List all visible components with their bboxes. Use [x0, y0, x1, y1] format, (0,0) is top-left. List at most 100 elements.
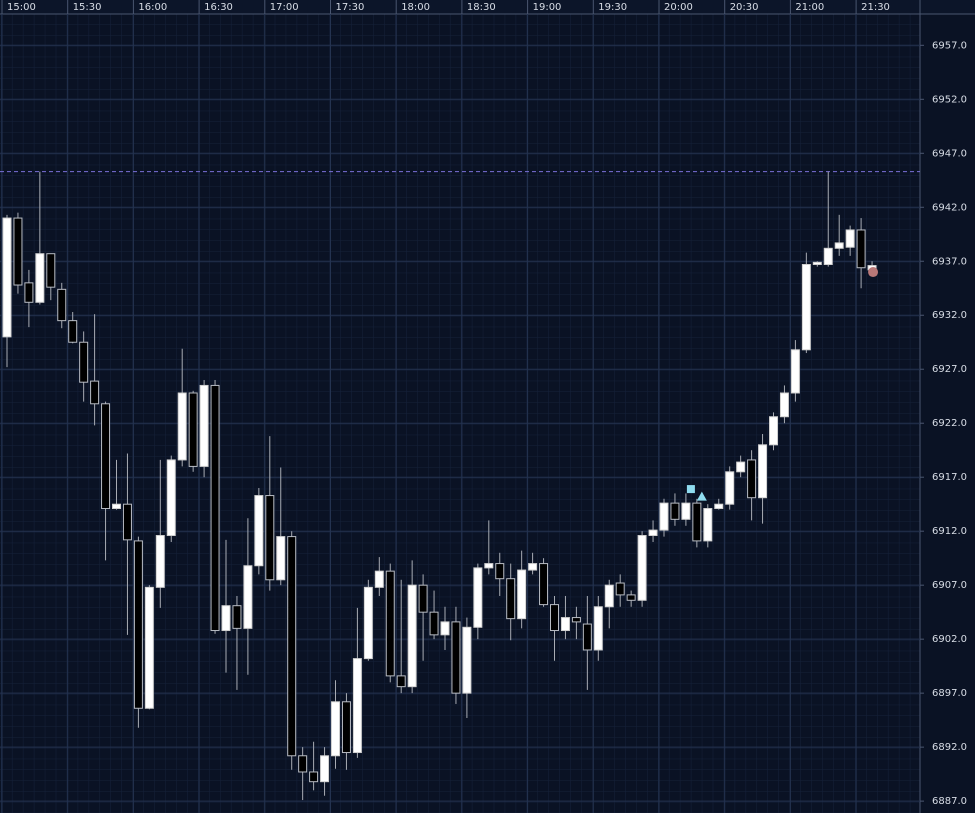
x-tick-label: 20:00	[664, 2, 693, 13]
candle-body	[593, 606, 603, 651]
candle-body	[560, 617, 570, 632]
candle-body	[473, 567, 483, 628]
candle-body	[79, 341, 89, 383]
x-tick-label: 15:30	[73, 2, 102, 13]
candle-body	[24, 282, 34, 303]
x-tick-label: 18:30	[467, 2, 496, 13]
candle-body	[243, 565, 253, 629]
candle-body	[407, 584, 417, 688]
candle-body	[659, 502, 669, 531]
candle-body	[484, 563, 494, 569]
y-tick-label: 6887.0	[932, 796, 967, 807]
candle-body	[495, 563, 505, 580]
candle-body	[626, 594, 636, 601]
candle-body	[144, 586, 154, 709]
y-tick-label: 6912.0	[932, 526, 967, 537]
candle-body	[845, 229, 855, 248]
candle-body	[276, 536, 286, 581]
candle-body	[615, 582, 625, 596]
candle-body	[2, 217, 12, 338]
candle-body	[221, 605, 231, 632]
candle-body	[528, 563, 538, 571]
y-tick-label: 6932.0	[932, 310, 967, 321]
x-tick-label: 15:00	[7, 2, 36, 13]
time-axis-bar	[0, 0, 975, 14]
candle-body	[703, 508, 713, 542]
x-tick-label: 21:00	[795, 2, 824, 13]
candle-body	[101, 403, 111, 510]
candle-body	[681, 502, 691, 520]
candle-body	[188, 392, 198, 467]
candle-body	[68, 320, 78, 343]
candle-body	[582, 623, 592, 651]
candle-body	[714, 503, 724, 510]
x-tick-label: 16:30	[204, 2, 233, 13]
y-tick-label: 6892.0	[932, 742, 967, 753]
y-tick-label: 6907.0	[932, 580, 967, 591]
x-tick-label: 18:00	[401, 2, 430, 13]
candle-body	[331, 701, 340, 757]
candle-body	[637, 535, 647, 601]
candle-body	[769, 416, 778, 446]
candle-body	[823, 247, 833, 265]
candle-body	[363, 586, 373, 660]
candle-body	[571, 617, 581, 623]
candle-body	[725, 471, 735, 505]
candle-body	[834, 242, 844, 249]
candle-body	[352, 658, 362, 754]
y-tick-label: 6922.0	[932, 418, 967, 429]
candle-body	[790, 349, 800, 394]
y-tick-label: 6937.0	[932, 256, 967, 267]
candle-body	[539, 563, 549, 606]
x-tick-label: 17:30	[336, 2, 365, 13]
x-tick-label: 21:30	[861, 2, 890, 13]
candle-body	[254, 495, 264, 567]
y-tick-label: 6947.0	[932, 148, 967, 159]
candle-body	[462, 626, 472, 694]
x-tick-label: 16:00	[138, 2, 167, 13]
candle-body	[396, 675, 406, 688]
candle-body	[166, 459, 176, 537]
candle-body	[35, 253, 45, 303]
candle-body	[122, 503, 132, 541]
candle-body	[298, 755, 308, 773]
candle-body	[133, 540, 143, 709]
candle-body	[232, 605, 242, 629]
marker-circle	[868, 267, 879, 278]
x-tick-label: 19:30	[598, 2, 627, 13]
candle-body	[155, 535, 165, 588]
candle-body	[801, 263, 811, 351]
candle-body	[13, 217, 23, 286]
candle-body	[57, 288, 67, 322]
x-tick-label: 20:30	[730, 2, 759, 13]
candle-body	[418, 584, 428, 613]
candle-body	[692, 502, 702, 542]
candle-body	[320, 755, 330, 783]
candle-body	[287, 536, 297, 757]
y-tick-label: 6927.0	[932, 364, 967, 375]
y-tick-label: 6902.0	[932, 634, 967, 645]
y-tick-label: 6952.0	[932, 94, 967, 105]
candle-body	[177, 392, 187, 461]
y-tick-label: 6897.0	[932, 688, 967, 699]
candle-body	[604, 584, 614, 608]
candle-body	[736, 461, 746, 473]
x-tick-label: 17:00	[270, 2, 299, 13]
marker-square	[686, 485, 695, 494]
candle-body	[440, 621, 450, 636]
candle-body	[648, 529, 658, 537]
candle-body	[374, 570, 384, 588]
candle-body	[265, 495, 275, 581]
candle-body	[451, 621, 461, 694]
marker-triangle	[696, 491, 707, 501]
candle-body	[429, 611, 439, 636]
candle-body	[517, 569, 527, 620]
candle-body	[506, 578, 516, 620]
candle-body	[856, 229, 866, 269]
candle-body	[90, 380, 100, 405]
candle-body	[747, 459, 757, 499]
candle-body	[112, 503, 121, 510]
candle-body	[46, 253, 56, 288]
